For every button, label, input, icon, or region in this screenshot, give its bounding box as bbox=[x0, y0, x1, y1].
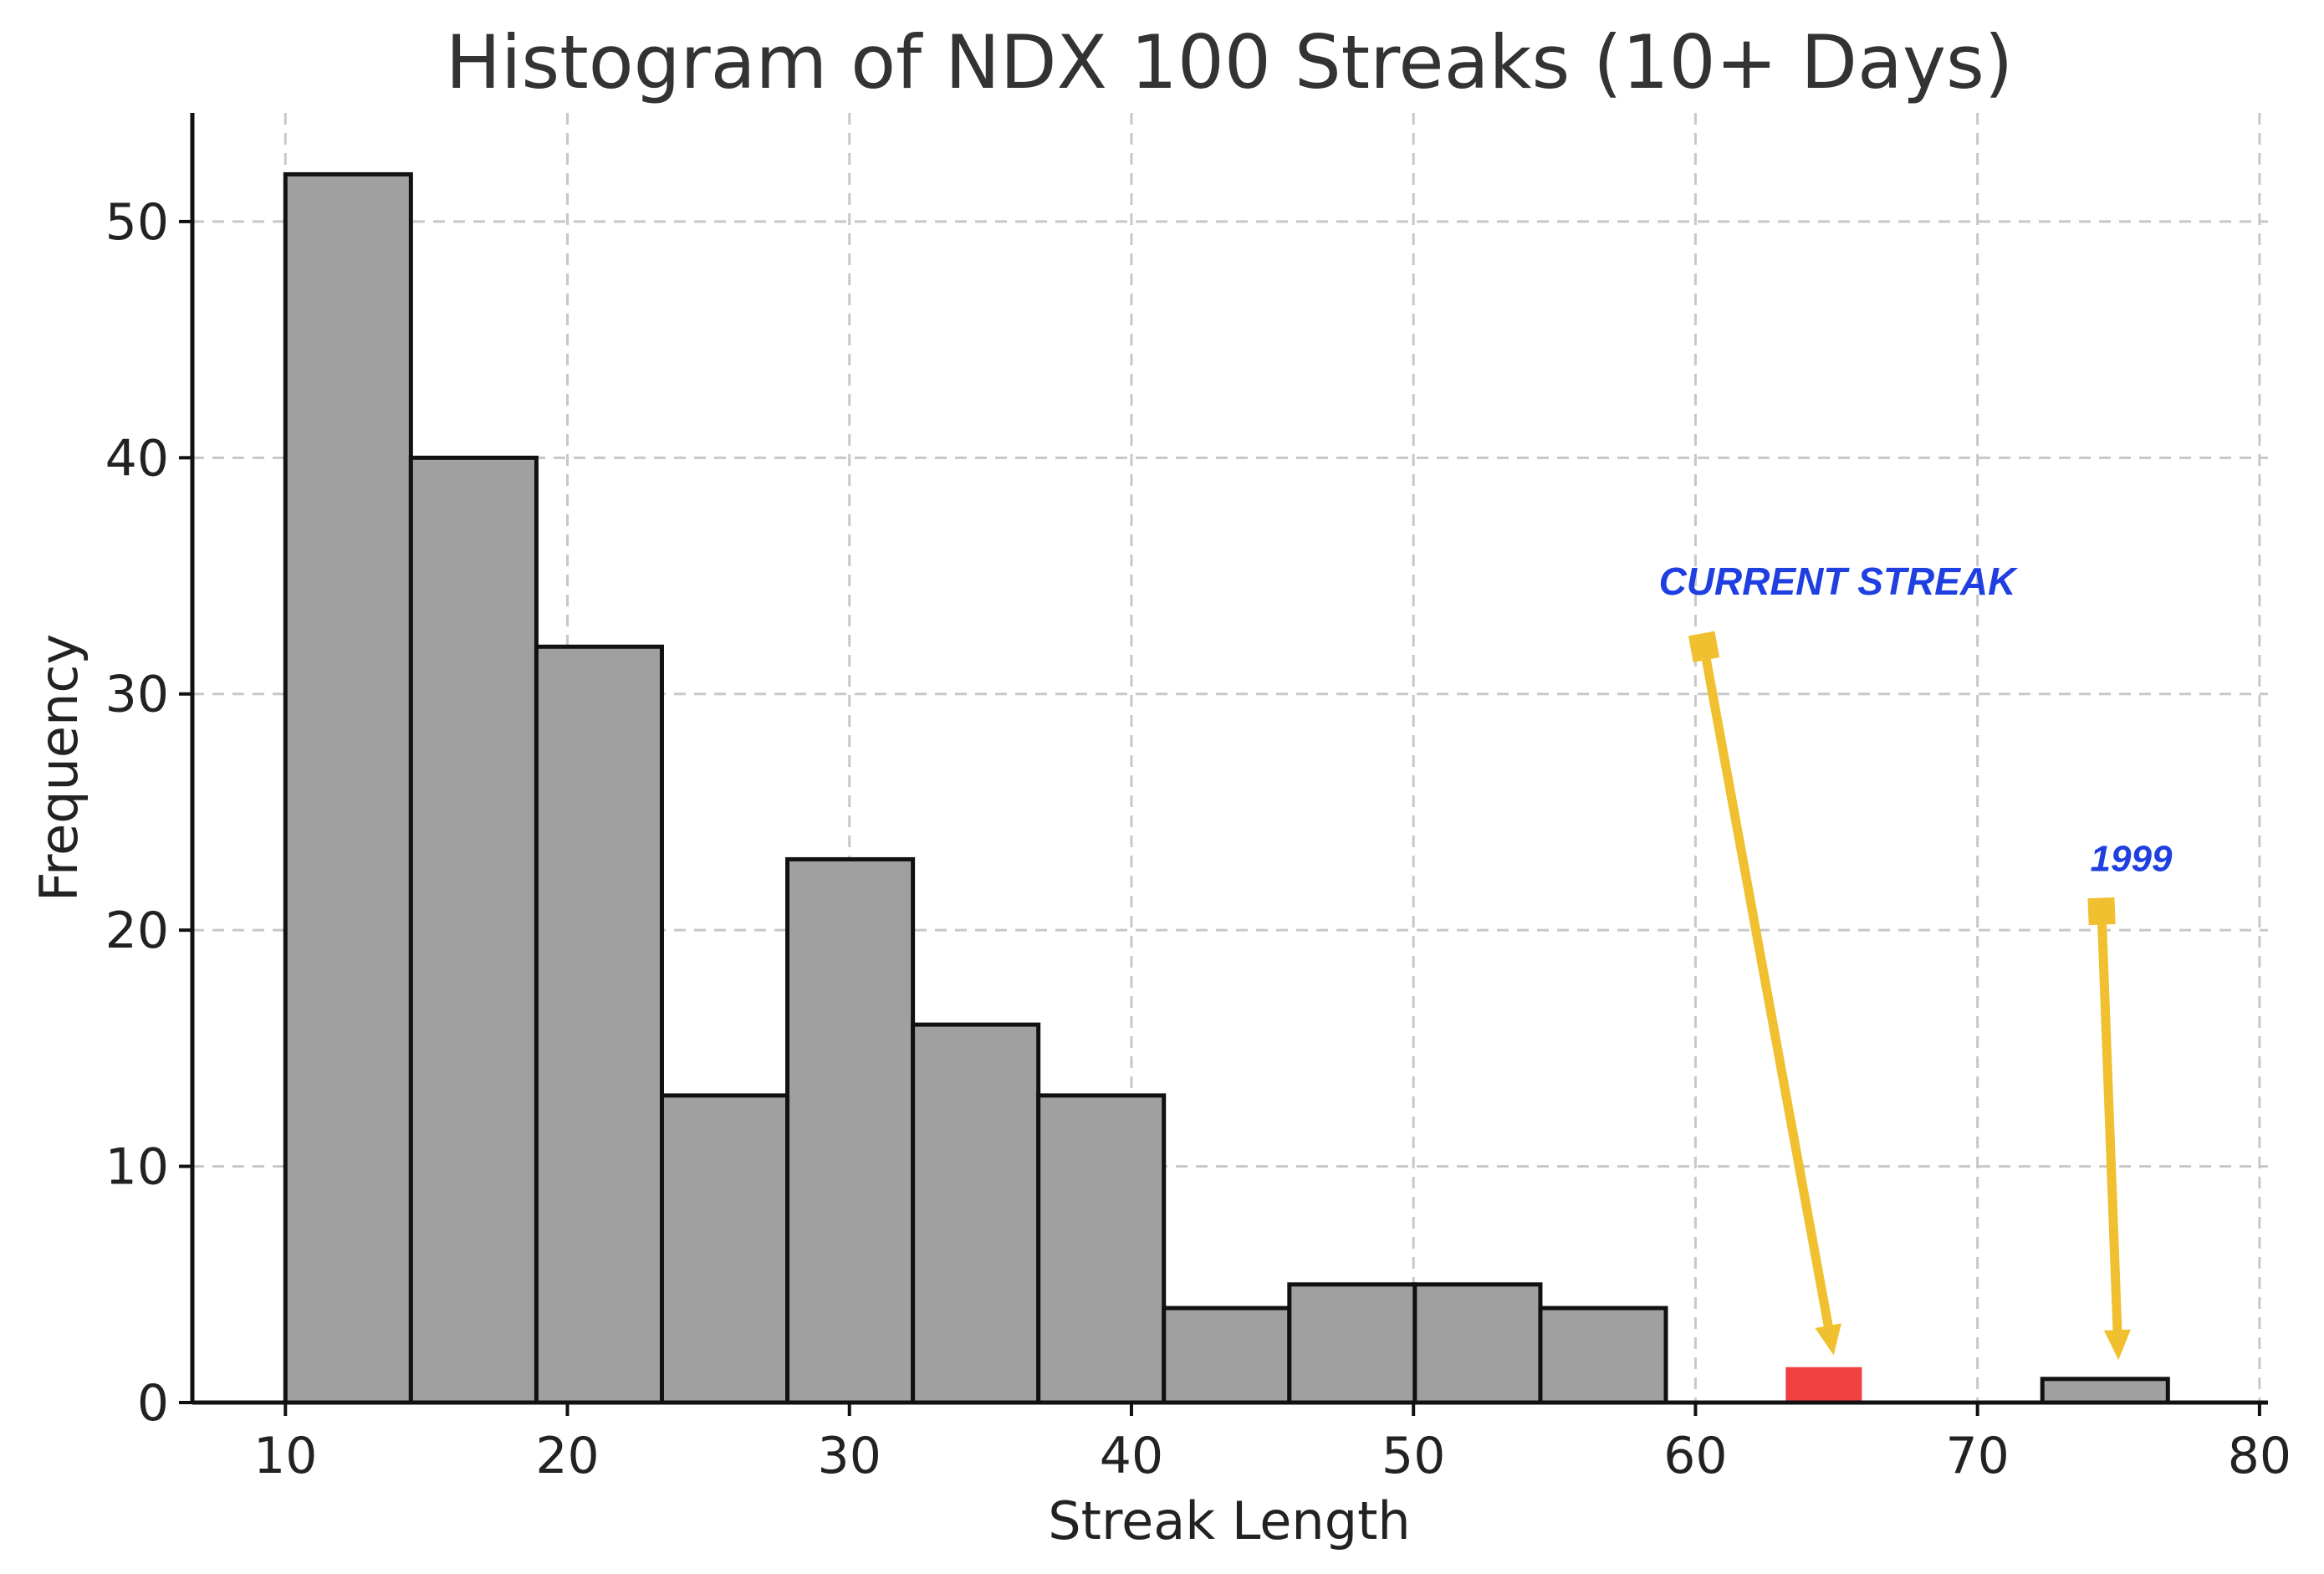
histogram-bar-3 bbox=[659, 1093, 790, 1405]
histogram-bar-1 bbox=[408, 455, 539, 1405]
chart-title: Histogram of NDX 100 Streaks (10+ Days) bbox=[446, 19, 2013, 105]
y-tick-label-0: 0 bbox=[137, 1374, 169, 1433]
x-tick-label-3: 40 bbox=[1100, 1427, 1163, 1485]
x-tick-label-1: 20 bbox=[535, 1427, 599, 1485]
y-tick-label-4: 40 bbox=[105, 429, 169, 488]
axis-layer: 10 20 30 40 50 60 70 80 0 10 20 30 40 50 bbox=[105, 113, 2291, 1485]
annotation-0-arrow-shaft bbox=[1699, 641, 1833, 1331]
x-tick-label-6: 70 bbox=[1945, 1427, 2009, 1485]
annotation-layer: CURRENT STREAK 1999 bbox=[1659, 560, 2173, 1361]
y-axis-label: Frequency bbox=[28, 634, 89, 902]
histogram-bar-8 bbox=[1287, 1282, 1417, 1405]
annotation-1-arrow-head bbox=[2103, 1329, 2131, 1361]
y-tick-label-5: 50 bbox=[105, 193, 169, 252]
histogram-bar-4 bbox=[785, 856, 916, 1405]
bar-layer bbox=[283, 171, 2170, 1405]
annotation-1-text: 1999 bbox=[2091, 839, 2173, 880]
histogram-bar-11 bbox=[2040, 1377, 2170, 1405]
current-streak-bar bbox=[1785, 1367, 1862, 1403]
histogram-bar-10 bbox=[1538, 1306, 1668, 1405]
histogram-bar-9 bbox=[1412, 1282, 1543, 1405]
x-tick-label-2: 30 bbox=[818, 1427, 881, 1485]
histogram-bar-6 bbox=[1036, 1093, 1167, 1405]
y-tick-label-2: 20 bbox=[105, 902, 169, 960]
histogram-bar-2 bbox=[534, 644, 664, 1405]
annotation-1-arrow-shaft bbox=[2097, 907, 2122, 1335]
histogram-bar-7 bbox=[1162, 1306, 1292, 1405]
x-tick-label-7: 80 bbox=[2228, 1427, 2291, 1485]
y-tick-label-3: 30 bbox=[105, 666, 169, 724]
annotation-0-text: CURRENT STREAK bbox=[1659, 560, 2019, 603]
y-tick-label-1: 10 bbox=[105, 1138, 169, 1197]
x-tick-label-5: 60 bbox=[1663, 1427, 1727, 1485]
x-tick-label-0: 10 bbox=[253, 1427, 317, 1485]
histogram-bar-5 bbox=[911, 1022, 1041, 1405]
x-axis-label: Streak Length bbox=[1048, 1490, 1410, 1551]
annotation-0-arrow-head bbox=[1815, 1323, 1841, 1356]
histogram-bar-0 bbox=[283, 171, 413, 1405]
x-tick-label-4: 50 bbox=[1382, 1427, 1445, 1485]
